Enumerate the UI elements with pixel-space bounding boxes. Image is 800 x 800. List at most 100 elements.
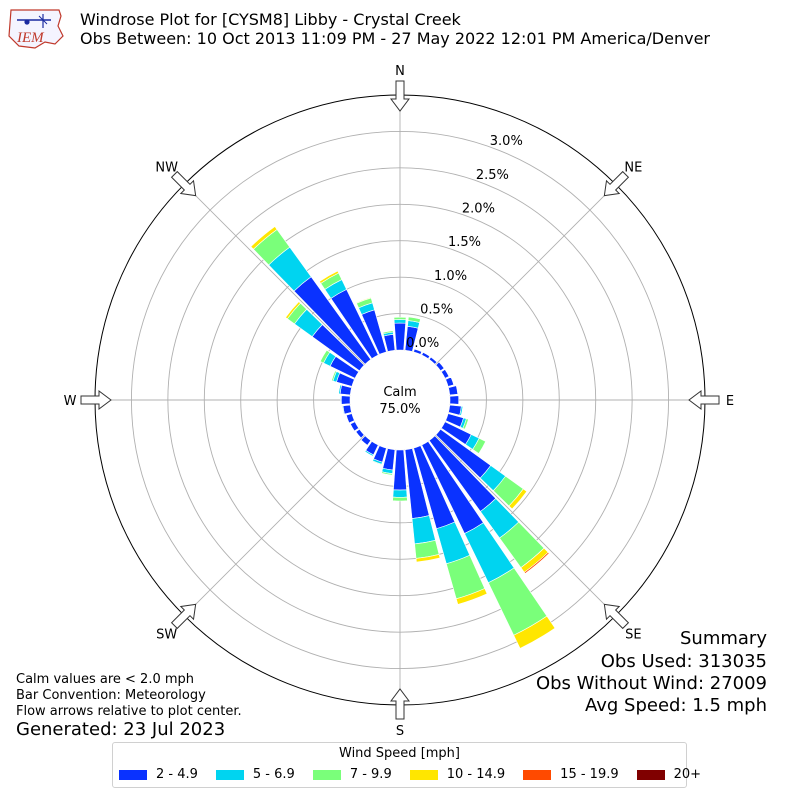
wind-bar-segment: [285, 301, 301, 320]
note-bar-convention: Bar Convention: Meteorology: [16, 688, 206, 703]
legend-swatch: [409, 769, 438, 780]
flow-arrow: [390, 688, 410, 720]
wind-bars: [250, 226, 556, 649]
note-flow-arrows: Flow arrows relative to plot center.: [16, 704, 242, 719]
wind-bar-segment: [340, 395, 342, 405]
legend-item: 2 - 4.9: [119, 767, 198, 782]
radial-tick-label: 0.5%: [420, 302, 453, 317]
calm-label: Calm: [383, 385, 416, 400]
wind-bar-segment: [449, 395, 460, 405]
chart-subtitle: Obs Between: 10 Oct 2013 11:09 PM - 27 M…: [80, 29, 710, 48]
wind-bar-segment: [393, 449, 407, 491]
radial-tick-label: 1.0%: [434, 269, 467, 284]
flow-arrow: [603, 603, 630, 630]
direction-label: NW: [155, 161, 178, 176]
wind-bar-segment: [319, 270, 340, 284]
calm-circle: [350, 350, 450, 450]
wind-bar-segment: [448, 404, 462, 416]
plot-frame: [80, 80, 720, 720]
wind-bar-segment: [472, 437, 487, 454]
direction-label: N: [395, 64, 405, 79]
flow-arrow: [390, 80, 410, 112]
radial-tick-label: 1.5%: [448, 235, 481, 250]
direction-label: E: [726, 394, 734, 409]
logo-text: IEM: [16, 30, 45, 46]
note-calm-definition: Calm values are < 2.0 mph: [16, 672, 195, 687]
radial-tick-label: 2.5%: [476, 168, 509, 183]
legend-label: 20+: [673, 767, 702, 782]
wind-bar-segment: [382, 330, 394, 335]
legend: Wind Speed [mph] 2 - 4.9 5 - 6.9 7 - 9.9…: [112, 742, 701, 788]
radial-tick-label: 3.0%: [490, 134, 523, 149]
legend-label: 15 - 19.9: [560, 767, 619, 782]
legend-item: 15 - 19.9: [523, 767, 619, 782]
summary-obs-without-wind: Obs Without Wind: 27009: [535, 673, 767, 694]
direction-label: NE: [624, 161, 642, 176]
legend-title: Wind Speed [mph]: [339, 746, 460, 761]
wind-bar-segment: [407, 316, 421, 323]
calm-value: 75.0%: [379, 402, 420, 417]
wind-bar-segment: [392, 489, 408, 498]
wind-bar-segment: [462, 418, 469, 430]
wind-bar-segment: [371, 460, 383, 466]
legend-item: 20+: [636, 767, 702, 782]
legend-item: 5 - 6.9: [215, 767, 295, 782]
wind-bar-segment: [364, 449, 374, 457]
wind-bar-segment: [411, 515, 436, 545]
legend-label: 7 - 9.9: [349, 767, 392, 782]
legend-item: 7 - 9.9: [312, 767, 392, 782]
grid-spoke: [184, 435, 365, 616]
wind-bar-segment: [455, 588, 488, 605]
legend-swatch: [119, 769, 147, 780]
wind-bar-segment: [340, 395, 351, 405]
wind-bar-segment: [319, 349, 331, 364]
wind-bar-segment: [459, 405, 464, 416]
direction-label: W: [64, 394, 77, 409]
legend-label: 10 - 14.9: [446, 767, 506, 782]
flow-arrow: [80, 390, 112, 410]
legend-label: 5 - 6.9: [252, 767, 295, 782]
wind-bar-segment: [339, 384, 352, 396]
wind-bar-segment: [331, 370, 337, 382]
grid-spoke: [184, 184, 365, 365]
plot-labels: 0.0% 0.5% 1.0% 1.5% 2.0% 2.5% 3.0% N NE E SE S SW W NW…: [64, 64, 735, 739]
wind-bar-segment: [508, 488, 528, 510]
iem-logo: IEM: [8, 9, 64, 49]
chart-title: Windrose Plot for [CYSM8] Libby - Crysta…: [80, 10, 461, 29]
summary-heading: Summary: [680, 628, 767, 649]
wind-bar-segment: [513, 615, 556, 649]
direction-label: SW: [156, 627, 177, 642]
direction-label: S: [396, 724, 404, 739]
radial-tick-label: 2.0%: [462, 201, 495, 216]
wind-bar-segment: [341, 405, 345, 415]
legend-swatch: [523, 769, 552, 780]
wind-bar-segment: [250, 226, 278, 250]
generated-date: Generated: 23 Jul 2023: [16, 719, 226, 740]
legend-swatch: [312, 769, 341, 780]
flow-arrow: [170, 170, 197, 197]
direction-label: SE: [625, 627, 641, 642]
grid-spoke: [435, 435, 616, 616]
flow-arrow: [170, 603, 197, 630]
wind-bar-segment: [381, 471, 393, 476]
summary-avg-speed: Avg Speed: 1.5 mph: [585, 695, 767, 716]
legend-item: 10 - 14.9: [409, 767, 506, 782]
radial-tick-label: 0.0%: [406, 336, 439, 351]
legend-swatch: [215, 769, 244, 780]
legend-swatch: [636, 769, 665, 780]
wind-bar-segment: [448, 385, 459, 396]
summary-obs-used: Obs Used: 313035: [600, 651, 767, 672]
wind-bar-segment: [392, 496, 408, 502]
legend-label: 2 - 4.9: [156, 767, 198, 782]
legend-items: 2 - 4.9 5 - 6.9 7 - 9.9 10 - 14.9 15 - 1…: [119, 767, 719, 782]
wind-bar-segment: [394, 322, 406, 351]
flow-arrow: [688, 390, 720, 410]
wind-bar-segment: [523, 551, 550, 574]
flow-arrow: [603, 170, 630, 197]
wind-bar-segment: [393, 316, 407, 320]
wind-bar-segment: [355, 296, 372, 304]
grid-spoke: [435, 184, 616, 365]
wind-bar-segment: [415, 554, 441, 563]
wind-bar-segment: [338, 384, 343, 395]
